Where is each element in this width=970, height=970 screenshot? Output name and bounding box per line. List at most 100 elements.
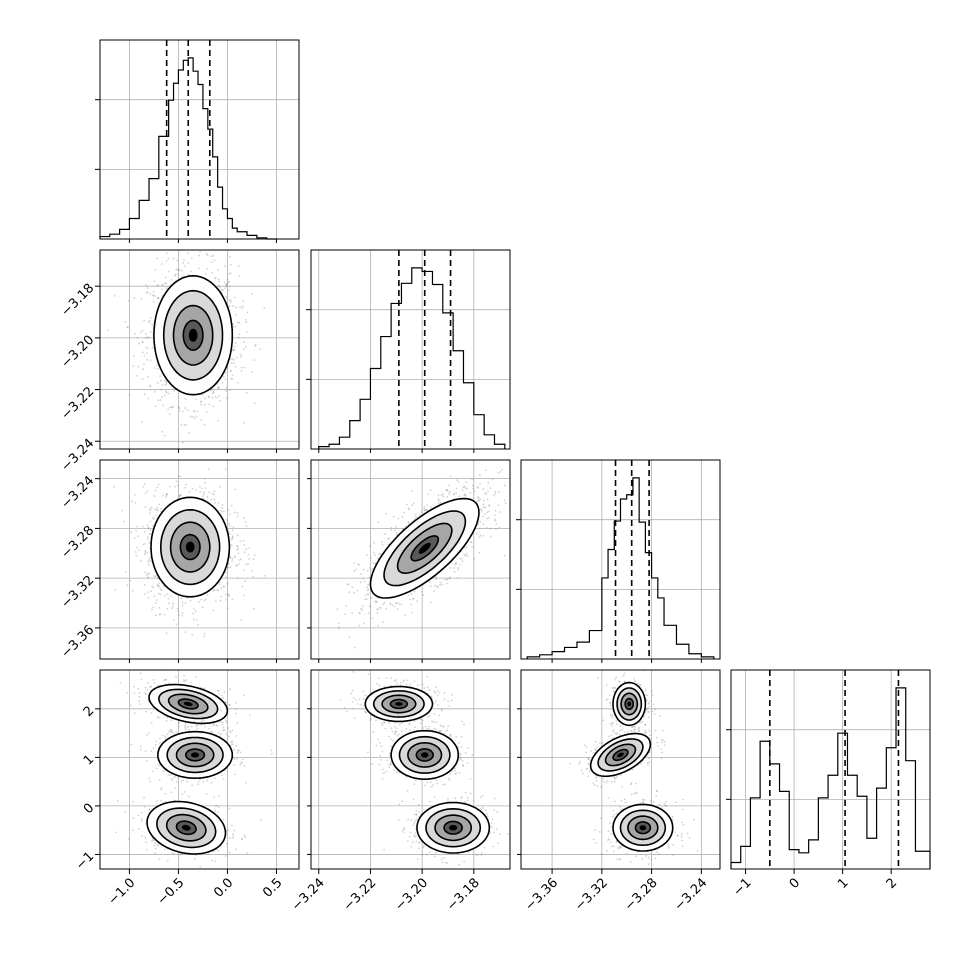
panel-frame — [99, 39, 300, 240]
scatter-point — [157, 716, 160, 718]
scatter-point — [166, 607, 169, 610]
scatter-point — [248, 714, 251, 717]
scatter-point — [149, 512, 152, 515]
scatter-point — [149, 331, 152, 333]
scatter-point — [155, 614, 158, 617]
scatter-point — [156, 368, 159, 371]
density-contour — [396, 522, 453, 575]
scatter-point — [186, 597, 189, 599]
histogram-step-line — [318, 267, 506, 449]
scatter-point — [503, 554, 506, 557]
scatter-point — [184, 407, 187, 409]
scatter-point — [184, 726, 187, 729]
scatter-point — [194, 675, 197, 678]
scatter-point — [482, 488, 485, 491]
scatter-point — [407, 522, 410, 524]
scatter-point — [126, 584, 129, 587]
scatter-point — [165, 381, 168, 383]
scatter-point — [239, 306, 242, 309]
scatter-point — [223, 510, 225, 512]
scatter-point — [149, 508, 152, 511]
scatter-point — [184, 487, 187, 489]
scatter-point — [193, 410, 196, 413]
scatter-point — [455, 561, 458, 564]
scatter-point — [229, 299, 232, 302]
scatter-point — [482, 506, 485, 509]
scatter-point — [165, 678, 167, 681]
scatter-point — [395, 525, 397, 528]
scatter-point — [498, 526, 501, 529]
scatter-point — [425, 508, 427, 511]
scatter-point — [229, 556, 231, 559]
scatter-point — [133, 297, 135, 300]
scatter-point — [156, 684, 159, 687]
scatter-point — [153, 495, 156, 497]
scatter-point — [167, 597, 170, 600]
scatter-point — [156, 506, 159, 509]
scatter-point — [165, 383, 168, 385]
scatter-point — [241, 585, 244, 588]
scatter-point — [172, 257, 175, 260]
scatter-point — [224, 593, 227, 596]
scatter-point — [411, 597, 414, 600]
scatter-point — [367, 592, 370, 595]
scatter-point — [154, 268, 157, 271]
scatter-point — [359, 581, 362, 584]
scatter-point — [486, 511, 489, 514]
scatter-point — [170, 719, 173, 722]
scatter-point — [239, 540, 242, 543]
scatter-point — [231, 535, 234, 538]
scatter-point — [146, 551, 148, 554]
scatter-point — [119, 682, 122, 684]
scatter-point — [233, 345, 236, 348]
scatter-point — [218, 692, 220, 695]
scatter-point — [182, 261, 185, 264]
scatter-point — [446, 577, 449, 580]
scatter-point — [135, 554, 138, 557]
scatter-point — [497, 457, 499, 459]
scatter-point — [158, 606, 161, 609]
scatter-point — [449, 475, 452, 478]
scatter-point — [423, 509, 426, 512]
scatter-point — [225, 390, 228, 392]
scatter-point — [482, 515, 484, 518]
scatter-point — [495, 523, 498, 525]
scatter-point — [232, 305, 234, 307]
scatter-point — [151, 585, 154, 588]
scatter-point — [351, 586, 354, 589]
scatter-point — [228, 299, 231, 302]
scatter-point — [360, 609, 363, 612]
scatter-point — [166, 593, 169, 595]
scatter-point — [463, 546, 466, 549]
scatter-point — [229, 358, 232, 361]
scatter-point — [157, 717, 160, 719]
scatter-point — [148, 533, 151, 536]
scatter-point — [227, 727, 230, 729]
scatter-point — [232, 325, 235, 328]
scatter-point — [231, 357, 234, 360]
scatter-point — [199, 250, 202, 253]
scatter-point — [472, 487, 475, 490]
scatter-point — [456, 479, 458, 482]
scatter-point — [442, 495, 445, 498]
scatter-point — [370, 569, 373, 571]
scatter-point — [389, 602, 392, 605]
scatter-point — [195, 489, 197, 491]
scatter-point — [165, 252, 168, 254]
scatter-point — [185, 424, 188, 426]
scatter-point — [351, 612, 354, 614]
scatter-point — [236, 511, 239, 514]
scatter-point — [367, 612, 370, 615]
scatter-point — [243, 366, 246, 369]
scatter-point — [189, 599, 192, 602]
scatter-point — [113, 294, 116, 297]
scatter-point — [436, 585, 439, 588]
scatter-point — [211, 396, 214, 399]
scatter-point — [162, 494, 164, 497]
scatter-point — [242, 347, 245, 350]
scatter-point — [455, 487, 458, 490]
scatter-point — [250, 569, 253, 572]
scatter-point — [374, 554, 376, 556]
scatter-point — [142, 351, 144, 354]
density-fill — [418, 542, 431, 554]
